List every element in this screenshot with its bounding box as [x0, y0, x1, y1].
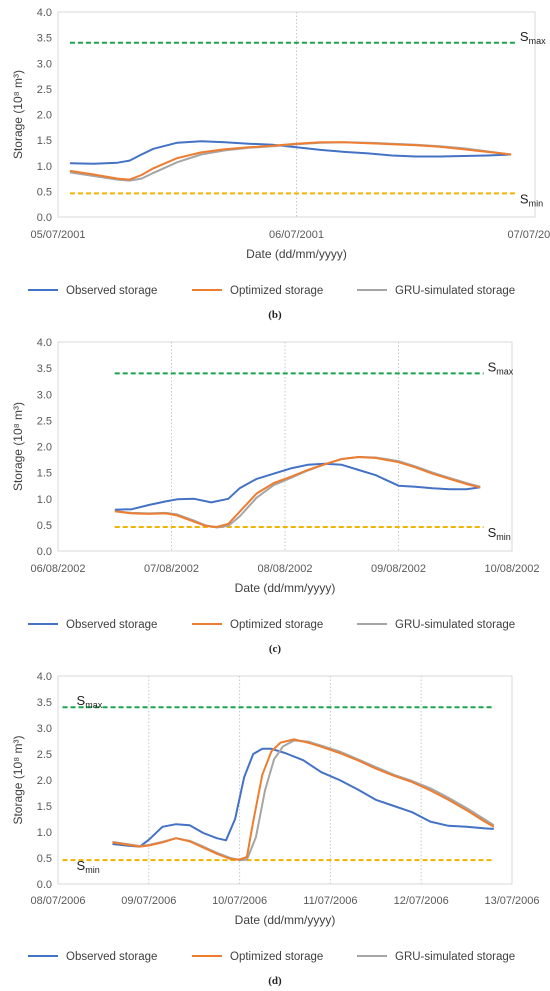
chart-c-legend-label: Observed storage [66, 619, 157, 631]
chart-d-series-optimized-storage [112, 738, 495, 861]
chart-d-caption: (d) [268, 975, 282, 987]
chart-c-y-tick-label: 3.5 [37, 363, 52, 375]
chart-b-series-optimized-storage [69, 141, 512, 181]
chart-b-y-tick-label: 0.5 [37, 186, 52, 198]
chart-d-y-tick-label: 1.0 [37, 827, 52, 839]
chart-c-legend-label: GRU-simulated storage [395, 619, 515, 631]
chart-d-y-tick-label: 3.5 [37, 697, 52, 709]
chart-d-smin-label: Smin [77, 858, 100, 875]
chart-d-series-observed-storage [112, 747, 494, 848]
chart-d-legend-label: Observed storage [66, 951, 157, 963]
chart-b-x-axis-label: Date (dd/mm/yyyy) [246, 247, 347, 261]
chart-c-x-tick-label: 06/08/2002 [30, 563, 85, 575]
chart-b-svg: 05/07/2001 06/07/2001 07/07/2001 0.0 0.5 1.0 1… [11, 7, 550, 321]
chart-b-y-axis-label: Storage (10⁸ m³) [11, 70, 25, 159]
chart-d-legend-label: Optimized storage [230, 951, 323, 963]
chart-panel-b: 05/07/2001 06/07/2001 07/07/2001 0.0 0.5 1.0 1… [0, 0, 550, 330]
chart-d-y-tick-label: 4.0 [37, 671, 52, 683]
chart-d-x-tick-label: 10/07/2006 [212, 895, 267, 907]
chart-c-caption: (c) [269, 643, 282, 655]
chart-b-caption: (b) [268, 309, 282, 321]
chart-b-y-tick-label: 2.5 [37, 84, 52, 96]
chart-c-series-observed-storage [114, 462, 481, 511]
chart-b-y-tick-label: 3.5 [37, 33, 52, 45]
chart-panel-c: 06/08/2002 07/08/2002 08/08/2002 09/08/2002… [0, 330, 550, 660]
chart-c-y-tick-label: 0.0 [37, 546, 52, 558]
chart-d-y-tick-label: 3.0 [37, 723, 52, 735]
chart-b-y-tick-label: 1.5 [37, 135, 52, 147]
chart-c-x-tick-label: 10/08/2002 [484, 563, 539, 575]
chart-c-y-tick-label: 2.5 [37, 415, 52, 427]
chart-d-plot-area [57, 675, 513, 885]
chart-d-smax-label: Smax [77, 693, 103, 710]
chart-d-x-tick-label: 08/07/2006 [30, 895, 85, 907]
chart-b-y-tick-label: 1.0 [37, 161, 52, 173]
chart-panel-d: 08/07/2006 09/07/2006 10/07/2006 11/07/2006… [0, 660, 550, 991]
chart-b-smax-label: Smax [520, 29, 546, 46]
chart-c-y-tick-label: 4.0 [37, 337, 52, 349]
chart-b-x-tick-label: 06/07/2001 [269, 229, 324, 241]
chart-c-x-tick-label: 08/08/2002 [257, 563, 312, 575]
chart-c-y-tick-label: 2.0 [37, 442, 52, 454]
chart-d-x-tick-label: 11/07/2006 [303, 895, 357, 907]
chart-c-smax-label: Smax [488, 359, 514, 376]
chart-d-legend-label: GRU-simulated storage [395, 951, 515, 963]
chart-c-svg: 06/08/2002 07/08/2002 08/08/2002 09/08/2002… [11, 337, 540, 655]
chart-c-legend-label: Optimized storage [230, 619, 323, 631]
chart-d-x-tick-label: 13/07/2006 [484, 895, 539, 907]
chart-c-y-tick-label: 1.0 [37, 494, 52, 506]
chart-c-y-tick-label: 1.5 [37, 468, 52, 480]
chart-c-x-tick-label: 07/08/2002 [144, 563, 199, 575]
chart-d-x-tick-label: 09/07/2006 [121, 895, 176, 907]
chart-b-x-tick-label: 07/07/2001 [507, 229, 550, 241]
chart-b-y-tick-label: 2.0 [37, 110, 52, 122]
chart-d-y-tick-label: 2.0 [37, 775, 52, 787]
chart-d-x-tick-label: 12/07/2006 [394, 895, 449, 907]
chart-c-x-axis-label: Date (dd/mm/yyyy) [235, 581, 336, 595]
chart-b-smin-label: Smin [520, 191, 543, 208]
chart-d-series-gru-simulated-storage [112, 739, 495, 862]
chart-d-y-tick-label: 2.5 [37, 749, 52, 761]
chart-d-y-tick-label: 0.0 [37, 879, 52, 891]
chart-b-y-tick-label: 0.0 [37, 212, 52, 224]
chart-b-x-tick-label: 05/07/2001 [30, 229, 85, 241]
chart-b-legend-label: Optimized storage [230, 285, 323, 297]
chart-c-y-tick-label: 0.5 [37, 520, 52, 532]
chart-d-y-axis-label: Storage (10⁸ m³) [11, 735, 25, 824]
chart-b-y-tick-label: 3.0 [37, 58, 52, 70]
chart-d-x-axis-label: Date (dd/mm/yyyy) [235, 913, 336, 927]
chart-d-y-tick-label: 0.5 [37, 853, 52, 865]
chart-d-y-tick-label: 1.5 [37, 801, 52, 813]
chart-b-y-tick-label: 4.0 [37, 7, 52, 19]
chart-b-series-observed-storage [69, 140, 512, 165]
chart-c-x-tick-label: 09/08/2002 [371, 563, 426, 575]
chart-c-smin-label: Smin [488, 525, 511, 542]
chart-c-y-axis-label: Storage (10⁸ m³) [11, 402, 25, 491]
chart-c-series-optimized-storage [114, 456, 481, 528]
chart-d-svg: 08/07/2006 09/07/2006 10/07/2006 11/07/2006… [11, 671, 540, 987]
chart-c-y-tick-label: 3.0 [37, 389, 52, 401]
chart-b-legend-label: Observed storage [66, 285, 157, 297]
chart-b-legend-label: GRU-simulated storage [395, 285, 515, 297]
